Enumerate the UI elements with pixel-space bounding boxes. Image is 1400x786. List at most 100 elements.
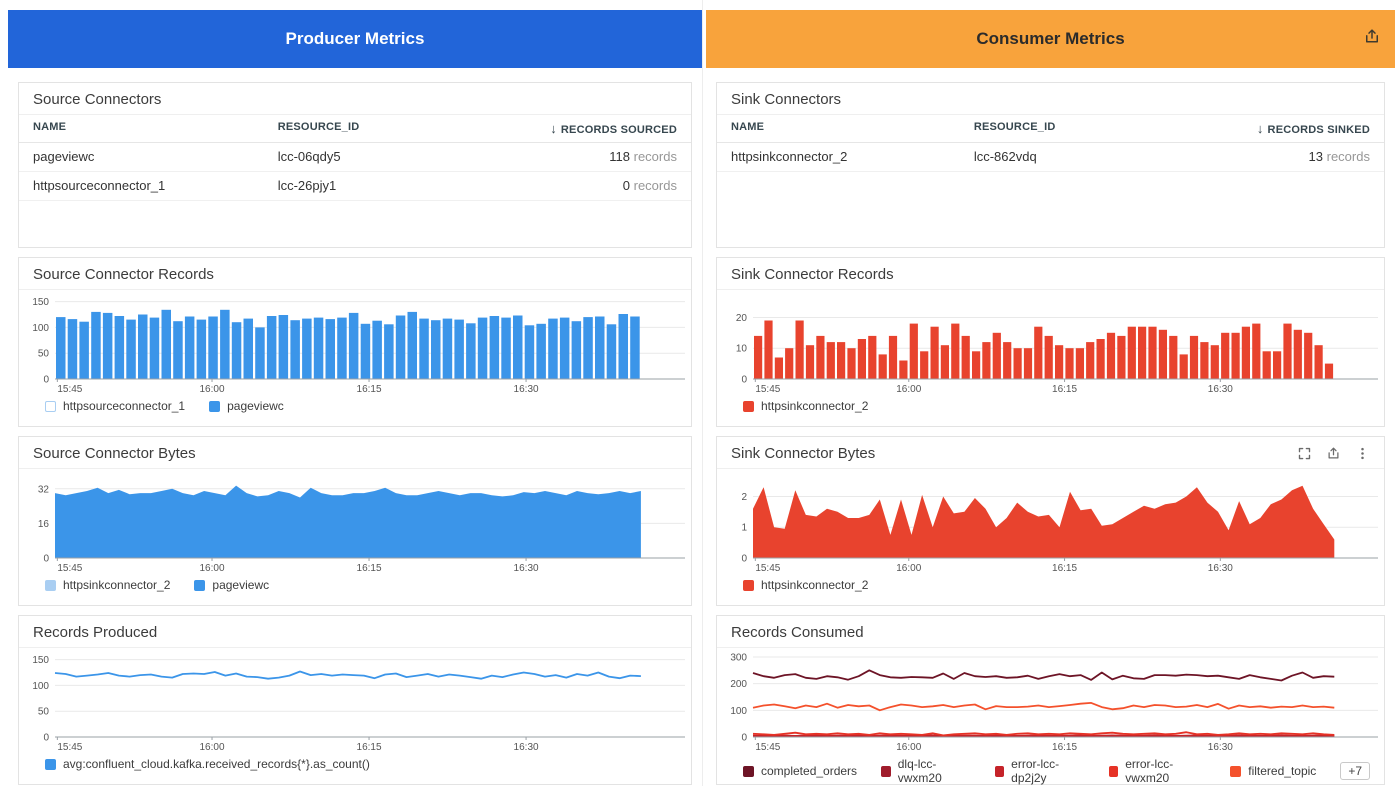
legend-label: completed_orders [761, 764, 858, 778]
records-consumed-legend: completed_orders dlq-lcc-vwxm20 error-lcc-… [717, 754, 1384, 786]
legend-item[interactable]: error-lcc-vwxm20 [1108, 757, 1207, 785]
records-consumed-title: Records Consumed [731, 624, 864, 641]
legend-item[interactable]: httpsinkconnector_2 [45, 578, 170, 592]
legend-item[interactable]: pageviewc [209, 399, 284, 413]
sink-connector-bytes-chart[interactable]: 0 1 2 15:45 16:00 16:15 16:30 [717, 471, 1384, 575]
legend-item[interactable]: dlq-lcc-vwxm20 [881, 757, 970, 785]
column-header-resource-id[interactable]: RESOURCE_ID [973, 121, 1056, 133]
table-header-row: NAME RESOURCE_ID ↓ RECORDS SOURCED [19, 115, 691, 143]
legend-swatch-icon [743, 765, 754, 777]
legend-swatch-icon [1108, 765, 1119, 777]
sink-connector-records-panel: Sink Connector Records 0 10 20 15:45 16:00 16… [716, 257, 1385, 427]
column-header-records-sinked[interactable]: ↓ RECORDS SINKED [1256, 121, 1370, 136]
legend-more-badge[interactable]: +7 [1340, 762, 1370, 780]
legend-label: filtered_topic [1248, 764, 1317, 778]
legend-item[interactable]: httpsourceconnector_1 [45, 399, 185, 413]
svg-text:16:30: 16:30 [1208, 384, 1233, 395]
svg-text:0: 0 [741, 554, 747, 565]
svg-text:15:45: 15:45 [755, 742, 780, 753]
svg-text:16: 16 [38, 519, 50, 530]
legend-label: pageviewc [227, 399, 284, 413]
legend-label: httpsourceconnector_1 [63, 399, 186, 413]
sink-connectors-panel: Sink Connectors NAME RESOURCE_ID ↓ RECORD… [716, 82, 1385, 248]
legend-swatch-icon [1230, 765, 1242, 777]
svg-text:50: 50 [38, 707, 50, 718]
records-produced-chart[interactable]: 0 50 100 150 15:45 16:00 16:15 16:30 [19, 650, 691, 754]
svg-text:150: 150 [32, 655, 49, 666]
svg-text:50: 50 [38, 349, 50, 360]
legend-item[interactable]: httpsinkconnector_2 [743, 399, 868, 413]
sink-connector-bytes-legend: httpsinkconnector_2 [717, 575, 1384, 600]
export-icon[interactable] [1363, 28, 1381, 51]
table-row[interactable]: httpsourceconnector_1 lcc-26pjy1 0 recor… [19, 172, 691, 201]
legend-item[interactable]: completed_orders [743, 764, 857, 778]
records-produced-legend: avg:confluent_cloud.kafka.received_recor… [19, 754, 691, 779]
table-header-row: NAME RESOURCE_ID ↓ RECORDS SINKED [717, 115, 1384, 143]
svg-text:0: 0 [741, 733, 747, 744]
svg-text:15:45: 15:45 [57, 384, 82, 395]
svg-text:2: 2 [741, 492, 747, 503]
resource-id: lcc-26pjy1 [277, 178, 337, 193]
sink-connector-records-chart[interactable]: 0 10 20 15:45 16:00 16:15 16:30 [717, 292, 1384, 396]
legend-item[interactable]: httpsinkconnector_2 [743, 578, 868, 592]
svg-text:1: 1 [741, 523, 747, 534]
sink-connectors-table: NAME RESOURCE_ID ↓ RECORDS SINKED httpsin… [717, 115, 1384, 172]
legend-item[interactable]: error-lcc-dp2j2y [994, 757, 1085, 785]
kebab-menu-icon[interactable] [1355, 446, 1370, 461]
consumer-column: Consumer Metrics Sink Connectors NAME RE… [702, 0, 1400, 786]
column-header-resource-id[interactable]: RESOURCE_ID [277, 121, 360, 133]
sort-descending-icon: ↓ [1256, 121, 1264, 136]
records-consumed-chart[interactable]: 0 100 200 300 15:45 16:00 16:15 16:30 [717, 650, 1384, 754]
svg-text:16:00: 16:00 [896, 563, 921, 574]
table-row[interactable]: httpsinkconnector_2 lcc-862vdq 13 record… [717, 143, 1384, 172]
records-produced-title: Records Produced [33, 624, 158, 641]
source-connector-bytes-legend: httpsinkconnector_2 pageviewc [19, 575, 691, 600]
source-connector-records-chart[interactable]: 0 50 100 150 15:45 16:00 16:15 16:30 [19, 292, 691, 396]
column-header-records-sourced[interactable]: ↓ RECORDS SOURCED [550, 121, 677, 136]
svg-text:16:15: 16:15 [1052, 742, 1077, 753]
connector-name: httpsourceconnector_1 [33, 178, 166, 193]
column-header-name[interactable]: NAME [33, 121, 67, 133]
legend-label: httpsinkconnector_2 [761, 578, 869, 592]
resource-id: lcc-862vdq [973, 149, 1037, 164]
legend-item[interactable]: filtered_topic [1230, 764, 1316, 778]
sink-connector-records-title: Sink Connector Records [731, 266, 894, 283]
svg-text:100: 100 [32, 323, 49, 334]
svg-text:16:15: 16:15 [357, 742, 382, 753]
legend-label: avg:confluent_cloud.kafka.received_recor… [63, 757, 370, 771]
legend-label: error-lcc-vwxm20 [1125, 757, 1174, 785]
source-connectors-panel: Source Connectors NAME RESOURCE_ID ↓ RECO… [18, 82, 692, 248]
svg-text:16:00: 16:00 [896, 384, 921, 395]
producer-metrics-title: Producer Metrics [285, 29, 425, 48]
legend-label: error-lcc-dp2j2y [1011, 757, 1060, 785]
svg-text:16:00: 16:00 [200, 384, 225, 395]
svg-text:16:30: 16:30 [514, 563, 539, 574]
records-value: 0 records [622, 178, 677, 193]
sort-descending-icon: ↓ [550, 121, 557, 136]
source-connectors-title: Source Connectors [33, 91, 162, 108]
svg-text:0: 0 [43, 554, 49, 565]
legend-swatch-icon [881, 765, 891, 777]
svg-text:15:45: 15:45 [755, 384, 780, 395]
svg-text:15:45: 15:45 [755, 563, 780, 574]
legend-item[interactable]: pageviewc [194, 578, 269, 592]
svg-text:15:45: 15:45 [57, 742, 82, 753]
legend-item[interactable]: avg:confluent_cloud.kafka.received_recor… [45, 757, 370, 771]
svg-text:16:00: 16:00 [200, 563, 225, 574]
source-connector-bytes-chart[interactable]: 0 16 32 15:45 16:00 16:15 16:30 [19, 471, 691, 575]
svg-text:16:15: 16:15 [357, 384, 382, 395]
legend-swatch-icon [743, 579, 754, 591]
export-icon[interactable] [1326, 446, 1341, 461]
table-row[interactable]: pageviewc lcc-06qdy5 118 records [19, 143, 691, 172]
sink-connectors-title: Sink Connectors [731, 91, 842, 108]
legend-label: pageviewc [212, 578, 270, 592]
connector-name: pageviewc [33, 149, 95, 164]
fullscreen-icon[interactable] [1297, 446, 1312, 461]
consumer-metrics-title: Consumer Metrics [976, 29, 1125, 48]
column-header-name[interactable]: NAME [731, 121, 765, 133]
legend-swatch-icon [45, 758, 56, 770]
svg-text:150: 150 [32, 297, 49, 308]
svg-text:15:45: 15:45 [57, 563, 82, 574]
legend-swatch-icon [209, 400, 221, 412]
